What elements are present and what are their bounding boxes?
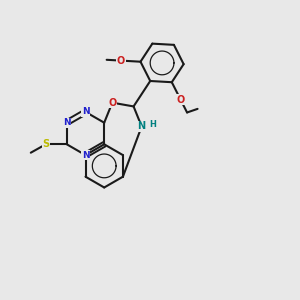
Text: S: S <box>42 139 50 149</box>
Text: N: N <box>82 151 89 160</box>
Text: N: N <box>82 107 89 116</box>
Text: O: O <box>176 94 185 105</box>
Text: N: N <box>63 118 70 127</box>
Text: N: N <box>138 122 146 131</box>
Text: O: O <box>117 56 125 66</box>
Text: H: H <box>149 120 156 129</box>
Text: O: O <box>108 98 116 108</box>
